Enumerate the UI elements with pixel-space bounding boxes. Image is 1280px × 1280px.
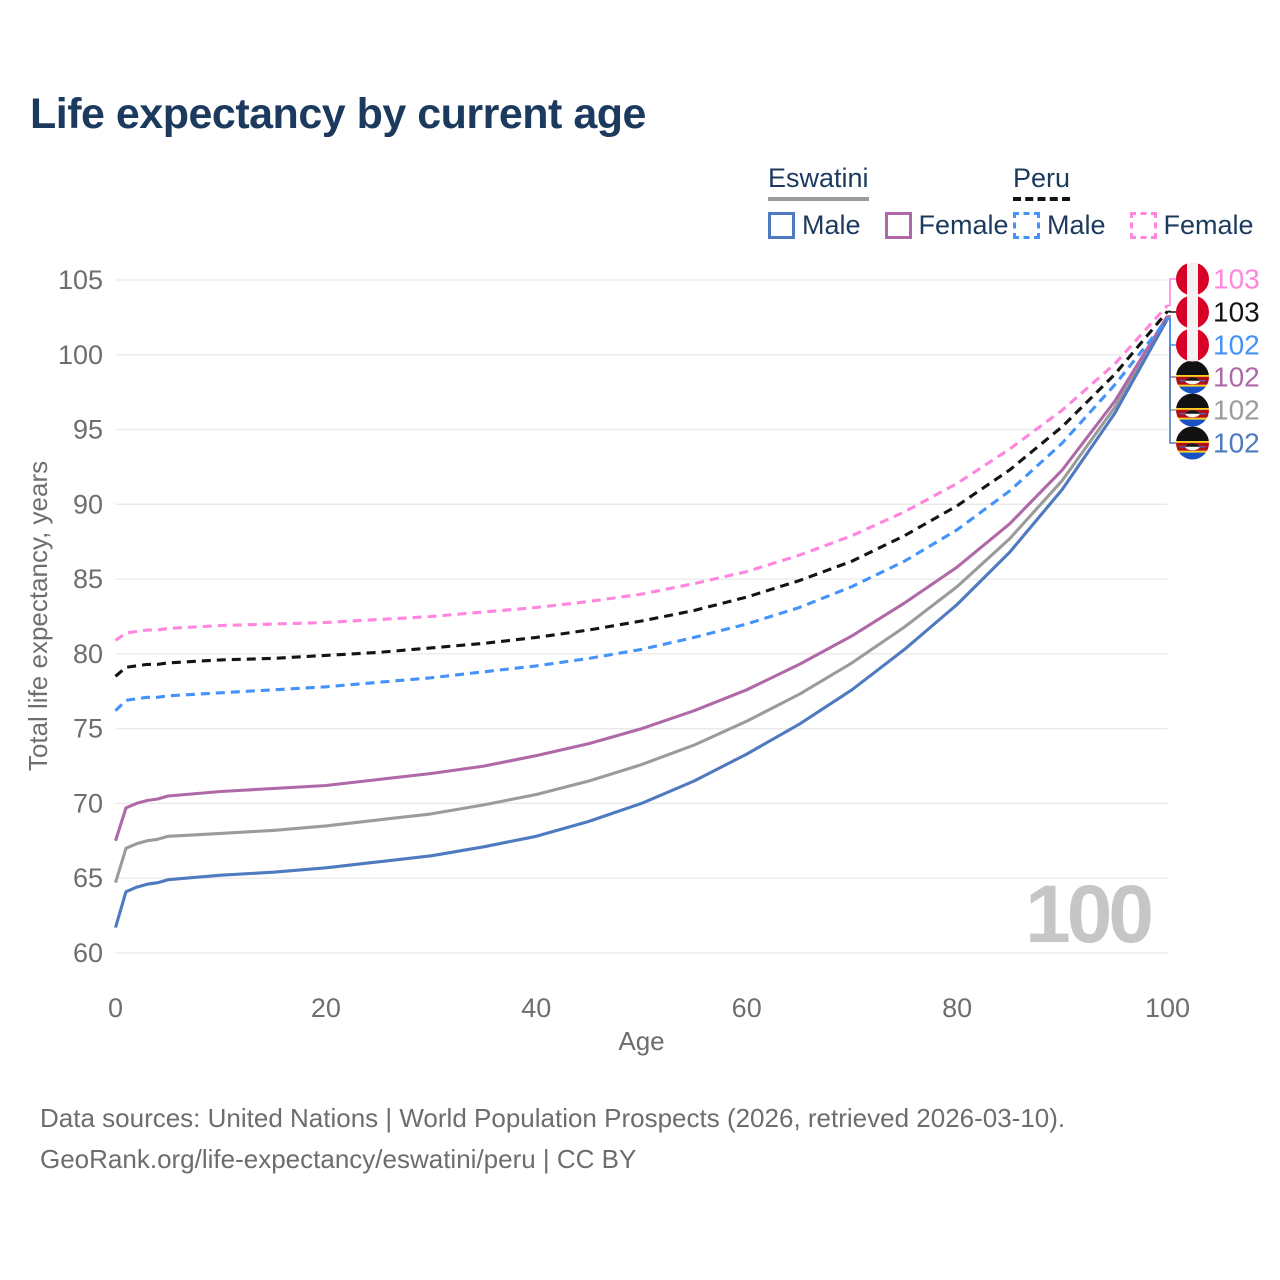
x-tick-label: 60 — [732, 993, 762, 1023]
legend-country-eswatini[interactable]: Eswatini — [768, 163, 869, 201]
legend-group-eswatini: Eswatini Male Female — [768, 163, 1009, 241]
x-tick-label: 20 — [311, 993, 341, 1023]
leader-line-eswatini-male — [1167, 318, 1176, 444]
x-axis-title: Age — [618, 1026, 664, 1056]
y-tick-label: 70 — [73, 788, 103, 818]
end-value-label-eswatini-male: 102 — [1213, 428, 1260, 459]
age-counter-watermark: 100 — [1025, 869, 1154, 960]
y-axis-title: Total life expectancy, years — [23, 461, 53, 771]
end-value-label-peru-male: 102 — [1213, 330, 1260, 361]
leader-line-eswatini-female — [1167, 315, 1176, 378]
x-tick-label: 0 — [108, 993, 123, 1023]
end-value-label-eswatini-female: 102 — [1213, 362, 1260, 393]
series-line-eswatini-both-sexes[interactable] — [114, 316, 1169, 884]
end-value-label-eswatini-both-sexes: 102 — [1213, 395, 1260, 426]
x-tick-label: 80 — [942, 993, 972, 1023]
series-line-peru-both-sexes[interactable] — [114, 310, 1169, 678]
legend-item-eswatini-female[interactable]: Female — [884, 210, 1009, 241]
leader-line-eswatini-both-sexes — [1167, 316, 1176, 411]
footer-line-2: GeoRank.org/life-expectancy/eswatini/per… — [40, 1144, 637, 1174]
legend-item-eswatini-male[interactable]: Male — [768, 210, 861, 241]
eswatini-flag-icon — [1176, 393, 1209, 427]
y-tick-label: 65 — [73, 863, 103, 893]
peru-flag-icon — [1176, 262, 1209, 296]
eswatini-flag-icon — [1176, 426, 1209, 460]
y-tick-label: 95 — [73, 415, 103, 445]
leader-line-peru-both-sexes — [1167, 310, 1176, 313]
legend-group-peru: Peru Male Female — [1013, 163, 1254, 241]
series-line-eswatini-female[interactable] — [114, 315, 1169, 842]
y-tick-label: 105 — [58, 265, 103, 295]
leader-line-peru-male — [1167, 318, 1176, 346]
page-title: Life expectancy by current age — [30, 90, 646, 138]
y-tick-label: 75 — [73, 714, 103, 744]
y-tick-label: 100 — [58, 340, 103, 370]
leader-line-peru-female — [1167, 278, 1176, 307]
footer-attribution: Data sources: United Nations | World Pop… — [40, 1098, 1065, 1180]
series-line-peru-female[interactable] — [114, 304, 1169, 642]
peru-male-swatch-icon — [1013, 212, 1040, 239]
eswatini-flag-icon — [1176, 360, 1209, 394]
y-tick-label: 60 — [73, 938, 103, 968]
peru-female-swatch-icon — [1129, 212, 1157, 239]
eswatini-male-swatch-icon — [768, 212, 795, 239]
peru-flag-icon — [1176, 295, 1209, 329]
peru-flag-icon — [1176, 328, 1209, 362]
series-line-eswatini-male[interactable] — [114, 318, 1169, 929]
legend-item-peru-male[interactable]: Male — [1013, 210, 1106, 241]
x-tick-label: 100 — [1145, 993, 1190, 1023]
legend-country-peru[interactable]: Peru — [1013, 163, 1071, 201]
y-tick-label: 90 — [73, 489, 103, 519]
footer-line-1: Data sources: United Nations | World Pop… — [40, 1103, 1066, 1133]
series-line-peru-male[interactable] — [114, 317, 1169, 712]
y-tick-label: 80 — [73, 639, 103, 669]
eswatini-female-swatch-icon — [884, 212, 912, 239]
x-tick-label: 40 — [521, 993, 551, 1023]
end-value-label-peru-female: 103 — [1213, 264, 1260, 295]
legend-item-peru-female[interactable]: Female — [1129, 210, 1254, 241]
y-tick-label: 85 — [73, 564, 103, 594]
end-value-label-peru-both-sexes: 103 — [1213, 297, 1260, 328]
